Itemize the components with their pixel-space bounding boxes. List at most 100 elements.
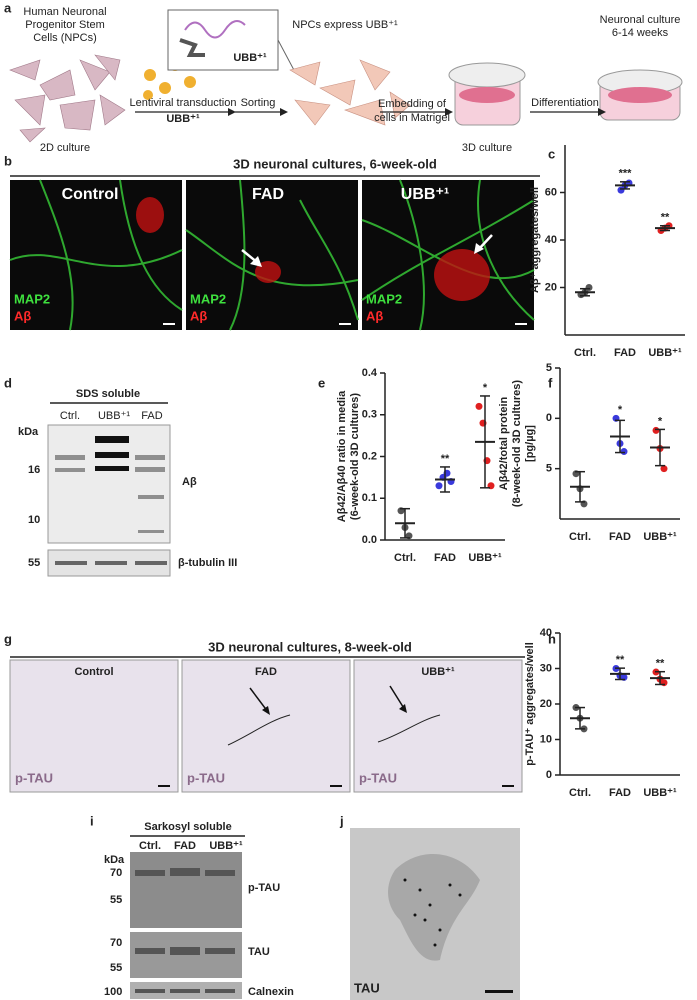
data-point xyxy=(435,482,443,490)
lane-label: UBB⁺¹ xyxy=(209,840,243,852)
image-label: UBB⁺¹ xyxy=(421,666,455,678)
image-label: TAU xyxy=(354,980,380,995)
blot-title: Sarkosyl soluble xyxy=(144,821,231,833)
band-label: p-TAU xyxy=(248,882,280,894)
significance: ** xyxy=(656,658,665,670)
panel-label: a xyxy=(4,0,12,15)
unit-label: kDa xyxy=(18,426,39,438)
x-tick-label: UBB⁺¹ xyxy=(648,347,682,359)
x-tick-label: FAD xyxy=(614,347,636,359)
schematic-text: 6-14 weeks xyxy=(612,27,669,39)
marker: 10 xyxy=(28,514,40,526)
schematic-text: cells in Matrigel xyxy=(374,112,450,124)
blot xyxy=(47,424,171,577)
y-tick-label: 0 xyxy=(546,412,552,424)
schematic-text: NPCs express UBB⁺¹ xyxy=(292,19,398,31)
band-label: Calnexin xyxy=(248,986,294,998)
x-tick-label: Ctrl. xyxy=(569,531,591,543)
schematic-text: Lentiviral transduction xyxy=(129,97,236,109)
panel-label: i xyxy=(90,813,94,828)
x-tick-label: FAD xyxy=(434,552,456,564)
panel-label: g xyxy=(4,631,12,646)
stain-label: Aβ xyxy=(190,308,207,323)
y-tick-label: 5 xyxy=(546,463,552,475)
lane-label: Ctrl. xyxy=(60,410,80,422)
schematic-text: Progenitor Stem xyxy=(25,19,104,31)
band-label: β-tubulin III xyxy=(178,557,237,569)
panel-label: j xyxy=(339,813,344,828)
lane-label: FAD xyxy=(174,840,196,852)
x-tick-label: Ctrl. xyxy=(569,787,591,799)
y-axis-label: Aβ42/Aβ40 ratio in media xyxy=(336,390,348,522)
significance: ** xyxy=(441,453,450,465)
marker: 55 xyxy=(110,962,122,974)
micrographs xyxy=(9,179,535,331)
schematic-text: UBB⁺¹ xyxy=(166,113,200,125)
stain-label: MAP2 xyxy=(366,291,402,306)
x-tick-label: UBB⁺¹ xyxy=(643,531,677,543)
dish xyxy=(448,62,683,126)
marker: 70 xyxy=(110,867,122,879)
x-tick-label: FAD xyxy=(609,531,631,543)
y-tick-label: 5 xyxy=(546,362,552,374)
band-label: Aβ xyxy=(182,476,197,488)
schematic-text: 2D culture xyxy=(40,142,90,154)
schematic-text: Embedding of xyxy=(378,98,447,110)
significance: ** xyxy=(616,654,625,666)
data-point xyxy=(585,284,593,291)
stain-label: p-TAU xyxy=(359,770,397,785)
em-image xyxy=(350,828,520,1000)
x-tick-label: Ctrl. xyxy=(574,347,596,359)
y-axis-label: Aβ42/total protein xyxy=(498,396,510,490)
y-tick-label: 0.0 xyxy=(362,534,377,546)
schematic-text: Neuronal culture xyxy=(600,14,681,26)
image-label: FAD xyxy=(252,186,284,203)
schematic-text: UBB⁺¹ xyxy=(233,52,267,64)
x-tick-label: FAD xyxy=(609,787,631,799)
significance: * xyxy=(483,382,488,394)
x-tick-label: UBB⁺¹ xyxy=(643,787,677,799)
stain-label: Aβ xyxy=(366,308,383,323)
marker: 55 xyxy=(28,557,40,569)
data-point xyxy=(652,426,660,434)
data-point xyxy=(475,402,483,410)
schematic: Human Neuronal Progenitor Stem Cells (NP… xyxy=(9,6,683,154)
y-axis-label: (8-week-old 3D cultures) xyxy=(511,380,523,507)
panel-title: 3D neuronal cultures, 6-week-old xyxy=(233,156,437,171)
y-axis-label: Aβ⁺ aggregates/well xyxy=(529,187,541,293)
y-tick-label: 20 xyxy=(540,698,552,710)
image-label: Control xyxy=(74,666,113,678)
marker: 55 xyxy=(110,894,122,906)
panel-label: h xyxy=(548,631,556,646)
stain-label: Aβ xyxy=(14,308,31,323)
blot-title: SDS soluble xyxy=(76,388,140,400)
y-tick-label: 0.2 xyxy=(362,450,377,462)
image-label: Control xyxy=(62,186,119,203)
lane-label: FAD xyxy=(141,410,162,422)
marker: 16 xyxy=(28,464,40,476)
y-axis-label: p-TAU⁺ aggregates/well xyxy=(524,642,536,766)
y-axis-label: [pg/µg] xyxy=(524,425,536,462)
panel-label: e xyxy=(318,375,325,390)
panel-label: b xyxy=(4,153,12,168)
y-tick-label: 0.3 xyxy=(362,409,377,421)
x-tick-label: Ctrl. xyxy=(394,552,416,564)
lane-label: UBB⁺¹ xyxy=(98,410,130,422)
data-point xyxy=(660,465,668,473)
stain-label: MAP2 xyxy=(14,291,50,306)
stain-label: MAP2 xyxy=(190,291,226,306)
panel-title: 3D neuronal cultures, 8-week-old xyxy=(208,639,412,654)
image-label: FAD xyxy=(255,666,277,678)
y-tick-label: 30 xyxy=(540,662,552,674)
schematic-text: Cells (NPCs) xyxy=(33,32,97,44)
lane-label: Ctrl. xyxy=(139,840,161,852)
schematic-text: Human Neuronal xyxy=(23,6,106,18)
y-tick-label: 0.1 xyxy=(362,492,377,504)
marker: 70 xyxy=(110,937,122,949)
marker: 100 xyxy=(104,986,122,998)
y-tick-label: 10 xyxy=(540,733,552,745)
micrographs xyxy=(9,659,523,793)
y-axis-label: (6-week-old 3D cultures) xyxy=(349,393,361,520)
y-tick-label: 40 xyxy=(545,234,557,246)
